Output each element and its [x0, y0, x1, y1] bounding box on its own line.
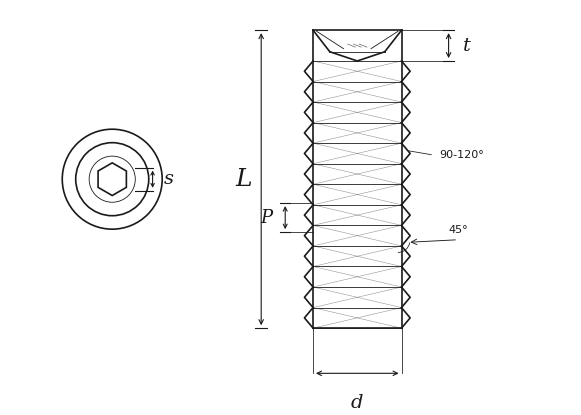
Text: 90-120°: 90-120°: [439, 150, 484, 160]
Text: d: d: [351, 395, 364, 413]
Text: P: P: [260, 209, 272, 227]
Text: s: s: [164, 170, 174, 188]
Text: t: t: [463, 37, 471, 55]
Text: L: L: [235, 168, 252, 190]
Text: 45°: 45°: [449, 225, 468, 235]
